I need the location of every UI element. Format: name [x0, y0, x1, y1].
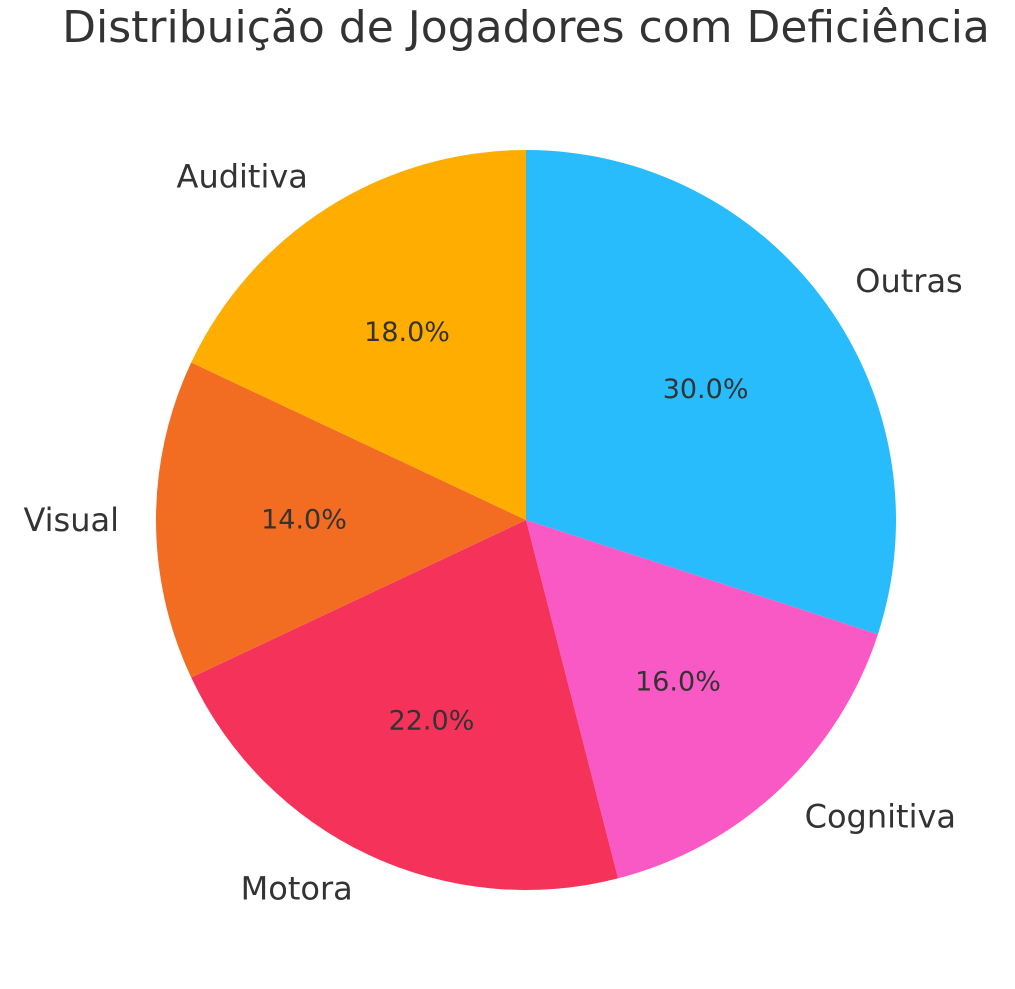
- slice-motora: [191, 520, 619, 890]
- value-label-visual: 14.0%: [261, 505, 347, 536]
- chart-title: Distribuição de Jogadores com Deficiênci…: [62, 2, 990, 53]
- category-label-cognitiva: Cognitiva: [805, 798, 956, 836]
- category-label-motora: Motora: [241, 869, 353, 907]
- slice-visual: [155, 362, 526, 678]
- slice-outras: [526, 150, 897, 635]
- slice-auditiva: [191, 150, 526, 520]
- category-label-auditiva: Auditiva: [177, 157, 308, 195]
- value-label-cognitiva: 16.0%: [635, 666, 721, 697]
- category-label-visual: Visual: [23, 501, 119, 539]
- value-label-outras: 30.0%: [663, 374, 749, 405]
- slice-cognitiva: [526, 520, 878, 879]
- category-label-outras: Outras: [855, 262, 962, 300]
- value-label-motora: 22.0%: [389, 705, 475, 736]
- pie-labels: Outras 30.0% Cognitiva 16.0% Motora 22.0% Visu…: [23, 157, 962, 907]
- pie-slices: [155, 150, 897, 890]
- value-label-auditiva: 18.0%: [364, 317, 450, 348]
